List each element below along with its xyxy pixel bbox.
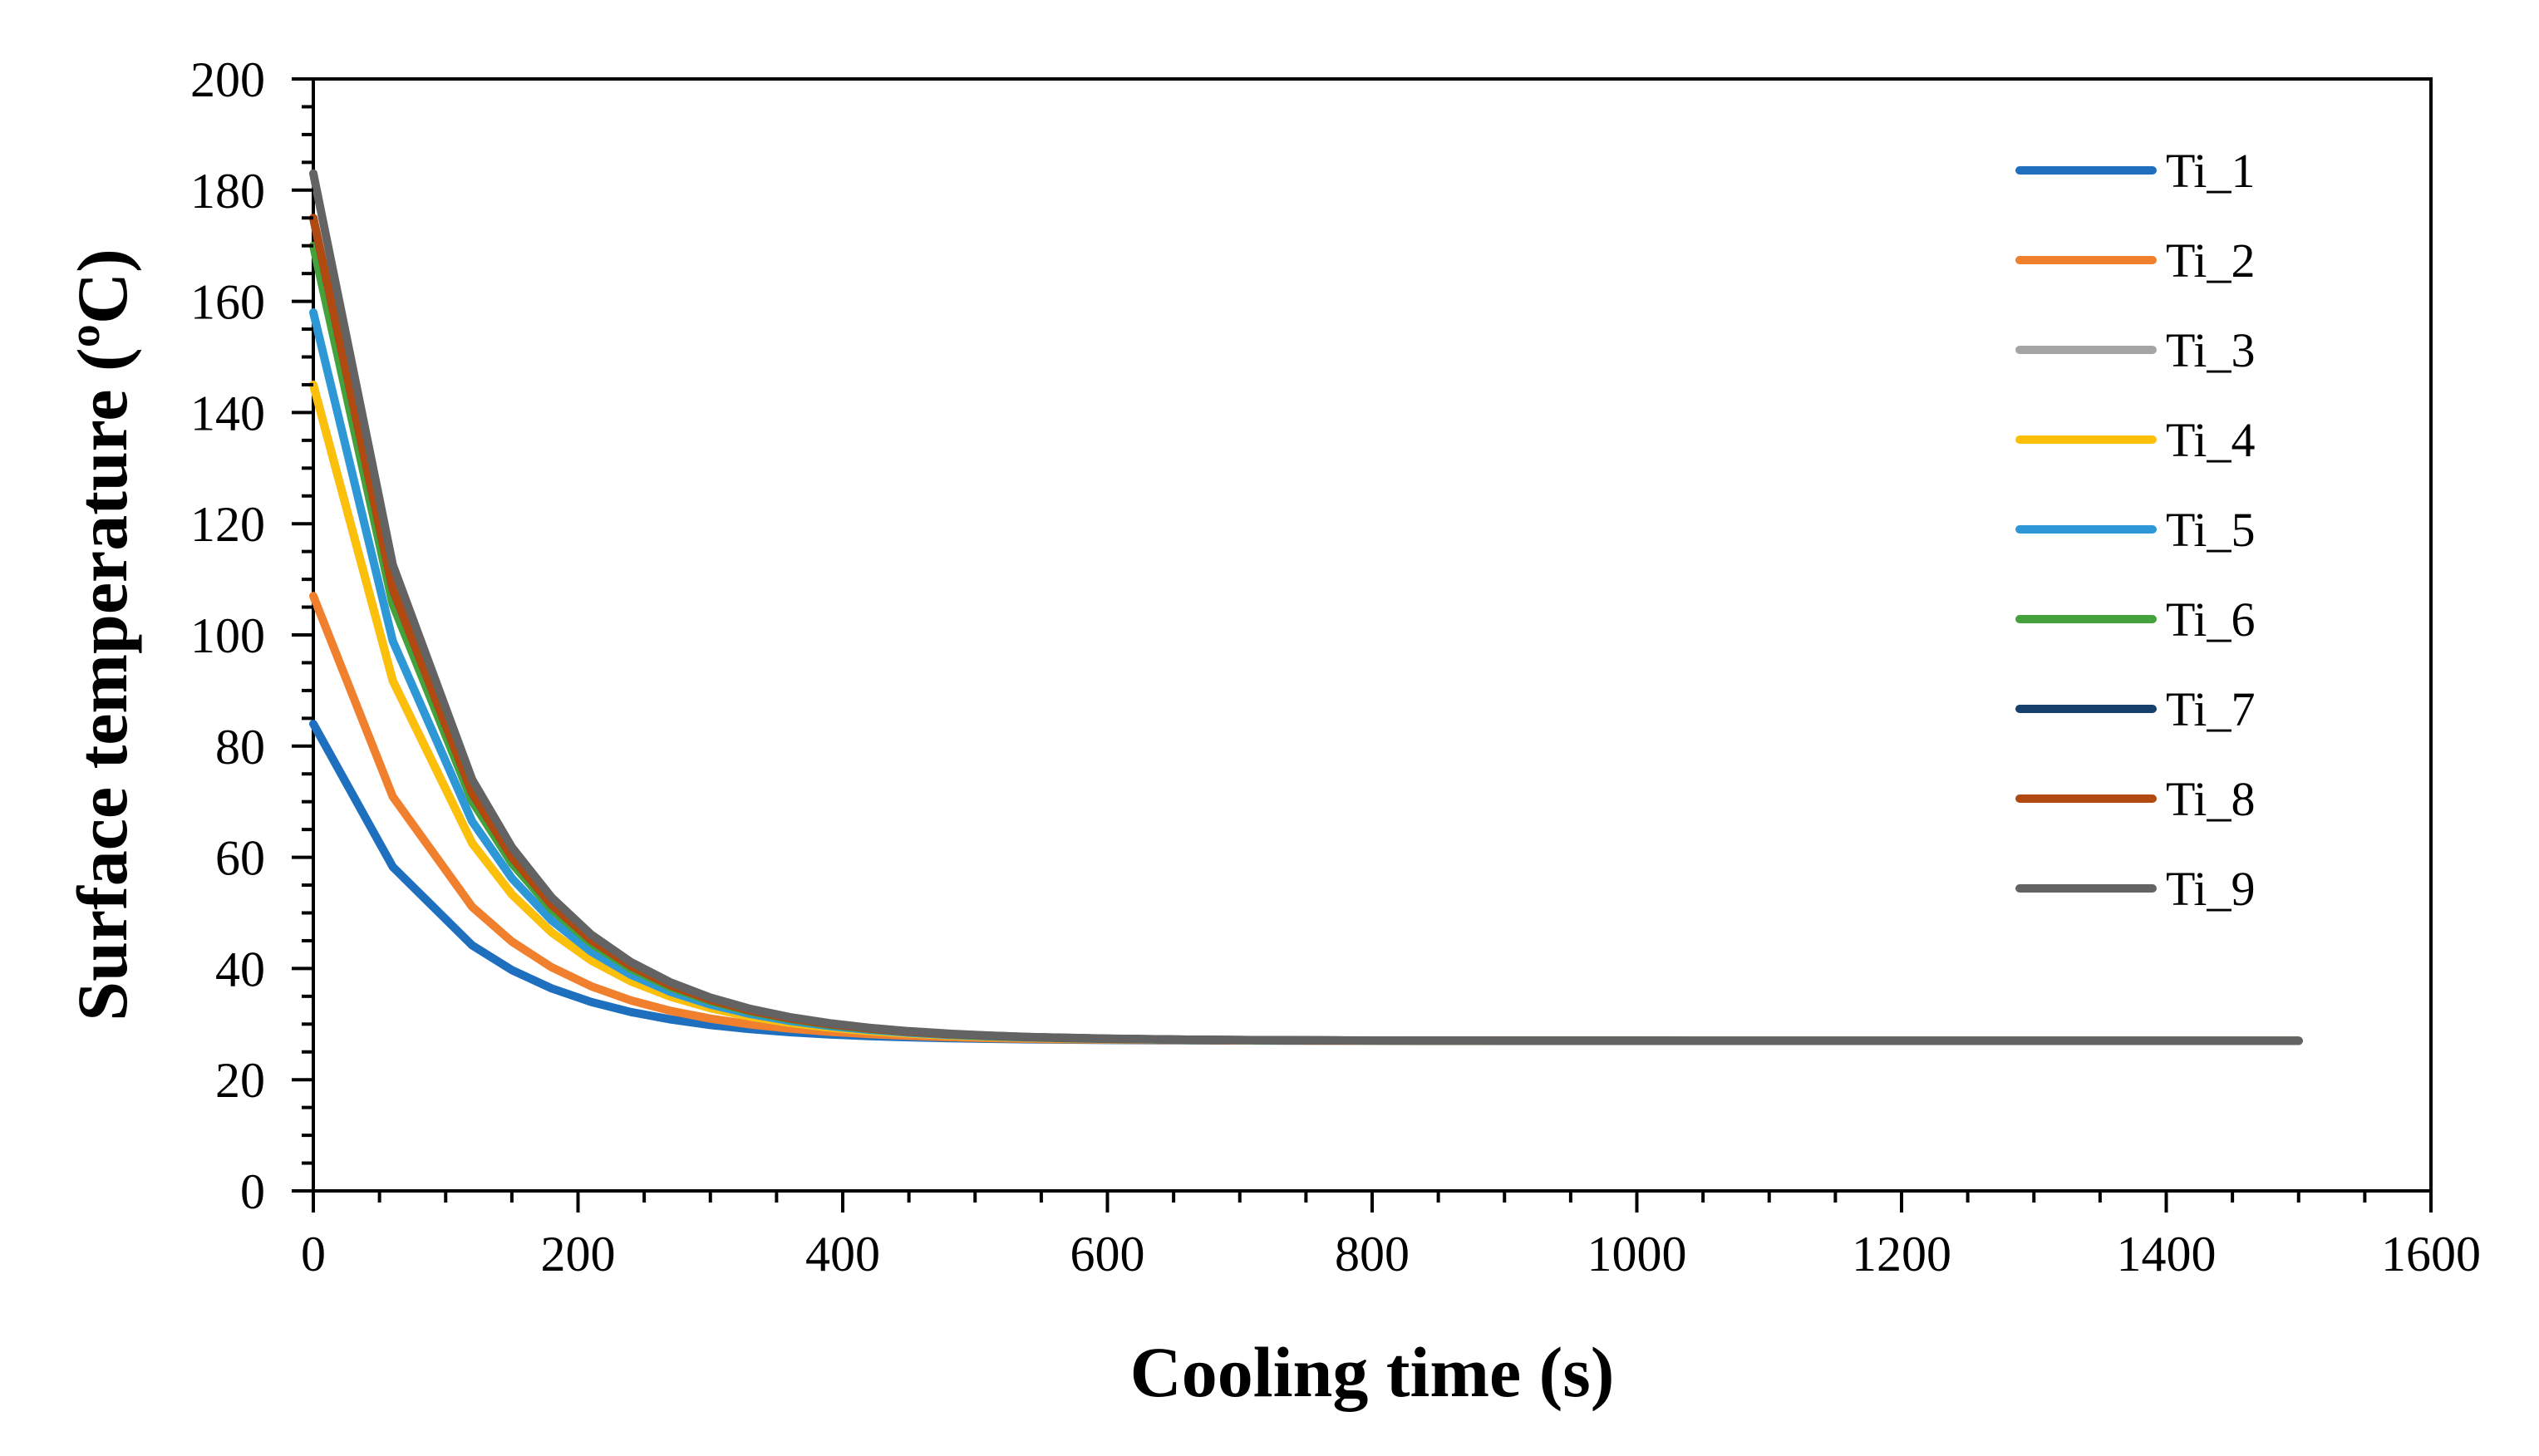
legend-label: Ti_8 xyxy=(2166,772,2256,826)
plot-area xyxy=(312,77,2433,1193)
x-axis-tick-labels: 0 200 400 600 800 1000 1200 1400 1600 xyxy=(301,1227,2481,1281)
x-tick-label: 800 xyxy=(1335,1227,1410,1281)
y-tick-label: 0 xyxy=(240,1164,265,1219)
x-axis-ticks xyxy=(312,1191,2433,1213)
x-tick-label: 1200 xyxy=(1852,1227,1951,1281)
y-tick-label: 180 xyxy=(190,164,265,219)
legend-label: Ti_2 xyxy=(2166,234,2256,288)
legend-label: Ti_4 xyxy=(2166,413,2256,467)
y-axis-title: Surface temperature (ºC) xyxy=(62,248,142,1021)
series-layer xyxy=(309,169,2303,1045)
legend-label: Ti_3 xyxy=(2166,323,2256,377)
y-axis-ticks xyxy=(292,77,313,1193)
x-tick-label: 400 xyxy=(805,1227,880,1281)
legend: Ti_1 Ti_2 Ti_3 Ti_4 Ti_5 Ti_6 Ti_7 Ti_8 Ti_9 xyxy=(2015,144,2256,916)
x-tick-label: 200 xyxy=(541,1227,616,1281)
legend-label: Ti_7 xyxy=(2166,682,2256,736)
legend-label: Ti_6 xyxy=(2166,593,2256,647)
y-tick-label: 120 xyxy=(190,497,265,552)
x-axis-title: Cooling time (s) xyxy=(1130,1332,1615,1412)
y-tick-label: 160 xyxy=(190,275,265,330)
legend-label: Ti_9 xyxy=(2166,862,2256,916)
legend-label: Ti_1 xyxy=(2166,144,2256,198)
x-tick-label: 0 xyxy=(301,1227,326,1281)
x-tick-label: 1000 xyxy=(1587,1227,1687,1281)
y-tick-label: 140 xyxy=(190,386,265,440)
x-tick-label: 1600 xyxy=(2381,1227,2481,1281)
y-tick-label: 40 xyxy=(215,942,265,996)
series-line-ti-9 xyxy=(309,169,2303,1045)
y-tick-label: 100 xyxy=(190,608,265,663)
y-axis-tick-labels: 0 20 40 60 80 100 120 140 160 180 200 xyxy=(190,52,265,1219)
y-tick-label: 80 xyxy=(215,720,265,775)
x-tick-label: 1400 xyxy=(2117,1227,2217,1281)
legend-label: Ti_5 xyxy=(2166,503,2256,557)
y-tick-label: 60 xyxy=(215,831,265,886)
y-tick-label: 20 xyxy=(215,1053,265,1108)
y-tick-label: 200 xyxy=(190,52,265,107)
x-tick-label: 600 xyxy=(1070,1227,1145,1281)
